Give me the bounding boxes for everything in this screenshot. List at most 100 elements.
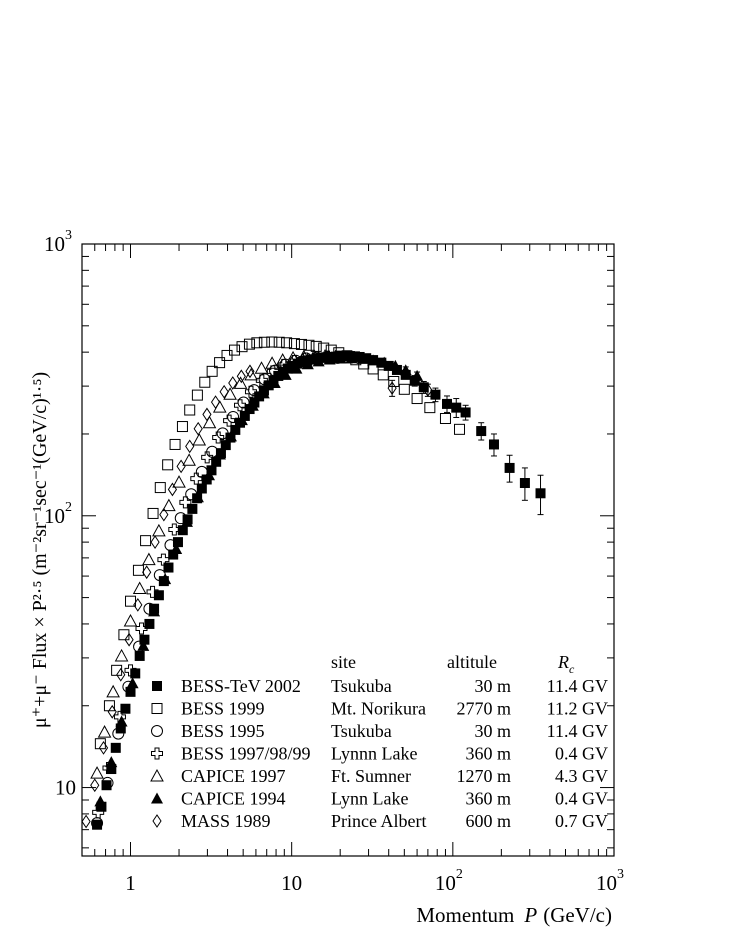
data-point [418,382,429,393]
data-point [201,451,214,464]
data-point [424,402,436,414]
y-axis-label: μ⁺+μ⁻ Flux × P²·⁵ (m⁻²sr⁻¹sec⁻¹(GeV/c)¹·… [29,372,51,728]
data-point [223,387,237,400]
data-point [377,369,389,381]
data-point [116,667,126,682]
legend-name: MASS 1989 [181,811,271,831]
x-tick-label-exponent: 2 [456,867,463,882]
data-point [162,498,176,512]
data-point [212,431,225,444]
data-point [368,355,379,366]
data-point [126,677,139,689]
y-tick-label: 103 [44,228,72,256]
data-point [152,523,166,537]
data-point [125,686,136,697]
data-point [220,440,231,451]
data-point [202,407,212,422]
data-point [288,338,300,350]
legend-rc: 0.4 GV [555,744,608,764]
data-point [476,426,487,437]
legend-marker [152,681,162,691]
data-point [239,410,250,421]
legend-header-rc-subscript: c [569,662,575,676]
legend-site: Mt. Norikura [331,699,426,719]
data-point [147,507,159,519]
data-point [400,369,411,380]
legend-altitude: 600 m [465,811,511,831]
data-point [168,523,181,536]
x-axis-label: Momentum P (GeV/c) [416,903,612,927]
data-point [411,393,423,405]
plot-frame [81,243,615,857]
legend-altitude: 30 m [474,721,511,741]
y-tick-label-exponent: 2 [65,500,72,515]
legend-marker [150,768,164,782]
legend-site: Tsukuba [331,676,392,696]
data-point [361,353,372,364]
legend-rc: 11.4 GV [547,721,608,741]
data-point [154,482,166,494]
data-point [233,376,248,389]
data-point [176,421,188,433]
legend-rc: 0.7 GV [555,811,608,831]
data-point [101,780,112,791]
data-point [144,618,155,629]
data-point [451,402,462,413]
legend-marker [152,814,162,828]
legend-altitude: 360 m [465,789,511,809]
data-point [388,375,400,387]
data-point [258,336,270,348]
data-point [193,421,203,436]
data-point [110,742,121,753]
data-point [133,597,143,612]
data-point [212,400,227,413]
data-point [90,778,100,793]
data-point [168,549,179,560]
legend-marker [151,747,163,760]
data-point [192,432,207,446]
legend-altitude: 2770 m [456,699,511,719]
data-point [92,819,103,830]
data-point [210,395,221,409]
data-point [172,475,186,488]
legend-name: BESS 1999 [181,699,265,719]
data-point [187,503,198,514]
x-tick-label: 10 [281,871,302,895]
data-point [158,576,169,587]
data-point [258,385,269,396]
data-point [191,389,203,401]
data-point [266,336,278,348]
legend-name: BESS-TeV 2002 [181,676,301,696]
data-point [228,376,238,390]
data-point [244,404,255,415]
x-tick-label-exponent: 3 [617,867,624,882]
data-point [354,351,365,362]
data-point [142,565,152,580]
legend-header-site: site [331,652,356,672]
data-point [442,398,453,409]
y-tick-label: 102 [44,500,72,528]
data-point [153,590,164,601]
data-point [215,448,226,459]
legend-rc: 0.4 GV [555,789,608,809]
data-point [243,338,255,350]
legend-site: Tsukuba [331,721,392,741]
data-point [142,552,156,566]
data-point [206,365,218,377]
data-point [185,439,195,454]
data-point [81,814,91,829]
data-point [97,725,112,738]
data-point [303,339,315,351]
data-point [504,462,515,473]
legend-marker [151,792,163,804]
data-point [287,360,298,371]
data-point [132,564,144,576]
data-point [150,535,160,550]
data-point [219,384,229,399]
data-point [98,740,109,755]
legend-name: BESS 1997/98/99 [181,744,311,764]
data-point [169,438,181,450]
data-point [281,337,293,349]
data-point [115,723,126,734]
data-point [182,453,196,466]
